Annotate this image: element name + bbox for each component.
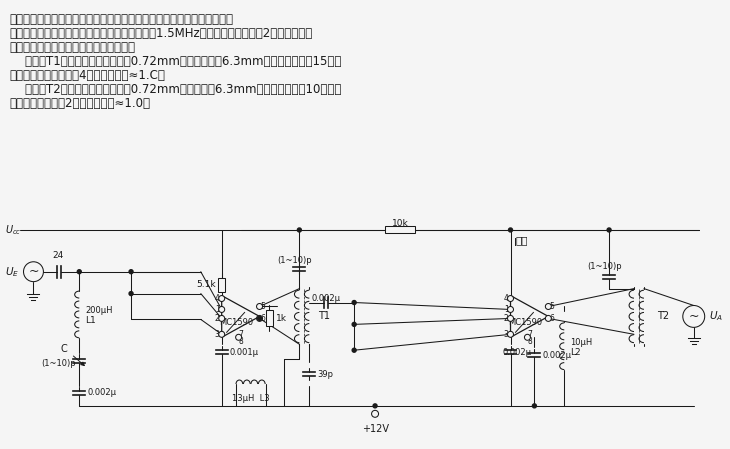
Text: ~: ~ — [28, 265, 39, 278]
Text: 益控制串联电阵可有效地稳定输出电平。: 益控制串联电阵可有效地稳定输出电平。 — [9, 41, 136, 54]
Circle shape — [507, 331, 513, 337]
Text: 8: 8 — [239, 337, 243, 346]
Circle shape — [219, 307, 225, 313]
Text: 次级用同样规格导线绖4匹。耦合系数≈1.C。: 次级用同样规格导线绖4匹。耦合系数≈1.C。 — [9, 69, 166, 82]
Text: 6: 6 — [550, 314, 554, 323]
Text: 0.002μ: 0.002μ — [312, 294, 341, 303]
Text: T2: T2 — [657, 312, 669, 321]
Bar — [385, 226, 415, 233]
Bar — [266, 310, 273, 326]
Circle shape — [509, 228, 512, 232]
Circle shape — [236, 335, 242, 340]
Text: 39p: 39p — [318, 370, 334, 379]
Text: MC1590: MC1590 — [220, 318, 254, 327]
Text: (1~10)p: (1~10)p — [277, 256, 312, 265]
Text: 屏蔽: 屏蔽 — [515, 235, 528, 245]
Polygon shape — [222, 295, 260, 337]
Circle shape — [524, 335, 531, 340]
Text: 200μH: 200μH — [85, 306, 112, 315]
Polygon shape — [510, 295, 548, 337]
Text: 2: 2 — [504, 314, 509, 323]
Text: 13μH  L3: 13μH L3 — [231, 394, 269, 403]
Text: 1: 1 — [215, 305, 220, 314]
Text: $U_{cc}$: $U_{cc}$ — [4, 223, 21, 237]
Text: 7: 7 — [528, 330, 532, 339]
Text: 24: 24 — [53, 251, 64, 260]
Text: 3: 3 — [504, 330, 509, 339]
Text: 8: 8 — [528, 337, 532, 346]
Text: 6: 6 — [261, 314, 266, 323]
Circle shape — [507, 307, 513, 313]
Text: 变压器T1规格参数：初级用直冄0.72mm的导线在直冄6.3mm的空心框架上绖15匹。: 变压器T1规格参数：初级用直冄0.72mm的导线在直冄6.3mm的空心框架上绖1… — [9, 55, 341, 68]
Text: 5: 5 — [550, 302, 554, 311]
Text: 4: 4 — [504, 294, 509, 303]
Text: (1~10)p: (1~10)p — [587, 262, 621, 271]
Text: ~: ~ — [688, 310, 699, 323]
Text: L1: L1 — [85, 316, 96, 325]
Text: +12V: +12V — [361, 424, 388, 434]
Text: 10μH: 10μH — [570, 338, 593, 347]
Circle shape — [219, 316, 225, 321]
Circle shape — [352, 348, 356, 352]
Text: 5: 5 — [261, 302, 266, 311]
Circle shape — [607, 228, 611, 232]
Text: T1: T1 — [318, 312, 330, 321]
Circle shape — [545, 316, 551, 321]
Text: 4: 4 — [215, 294, 220, 303]
Text: $U_A$: $U_A$ — [709, 309, 723, 323]
Text: 大的增益和输出信号的摇幅能力。电路总带宽为1.5MHz。与运算放大器引脚2相连的自动增: 大的增益和输出信号的摇幅能力。电路总带宽为1.5MHz。与运算放大器引脚2相连的… — [9, 27, 313, 40]
Text: 2: 2 — [215, 314, 220, 323]
Text: 7: 7 — [239, 330, 244, 339]
Circle shape — [23, 262, 43, 282]
Text: L2: L2 — [570, 348, 581, 357]
Text: 5.1k: 5.1k — [196, 280, 216, 289]
Circle shape — [258, 317, 261, 321]
Circle shape — [352, 322, 356, 326]
Text: (1~10)p: (1~10)p — [42, 359, 76, 368]
Text: 1k: 1k — [275, 314, 286, 323]
Circle shape — [129, 270, 133, 274]
Circle shape — [256, 304, 263, 309]
Circle shape — [129, 291, 133, 295]
Text: 1: 1 — [504, 305, 509, 314]
Circle shape — [507, 295, 513, 302]
Text: 3: 3 — [215, 330, 220, 339]
Text: 10k: 10k — [391, 219, 408, 228]
Circle shape — [256, 316, 263, 321]
Text: C: C — [61, 344, 67, 354]
Text: 变压器T2规格参数：初级用直冄0.72mm导线在直冄6.3mm的空心框架上绖10匹。次: 变压器T2规格参数：初级用直冄0.72mm导线在直冄6.3mm的空心框架上绖10… — [9, 83, 341, 96]
Text: 电路中两级级间和输出网络采用差动耦合，使两级调谐中频放大器可有最: 电路中两级级间和输出网络采用差动耦合，使两级调谐中频放大器可有最 — [9, 13, 234, 26]
Text: 0.002μ: 0.002μ — [542, 351, 572, 360]
Circle shape — [532, 404, 537, 408]
Text: 0.001μ: 0.001μ — [230, 348, 258, 357]
Text: $U_E$: $U_E$ — [5, 265, 20, 279]
Circle shape — [77, 270, 81, 274]
Text: MC1590: MC1590 — [508, 318, 542, 327]
Text: 0.002μ: 0.002μ — [88, 388, 116, 397]
Circle shape — [219, 295, 225, 302]
Circle shape — [507, 316, 513, 321]
Circle shape — [219, 331, 225, 337]
Text: 0.002μ: 0.002μ — [502, 348, 531, 357]
Circle shape — [297, 228, 301, 232]
Circle shape — [683, 305, 704, 327]
Circle shape — [545, 304, 551, 309]
Text: 级用同样的导线绖2匹。耦合系数≈1.0。: 级用同样的导线绖2匹。耦合系数≈1.0。 — [9, 97, 150, 110]
Circle shape — [352, 300, 356, 304]
Circle shape — [372, 410, 379, 417]
Bar — [218, 277, 225, 291]
Circle shape — [373, 404, 377, 408]
